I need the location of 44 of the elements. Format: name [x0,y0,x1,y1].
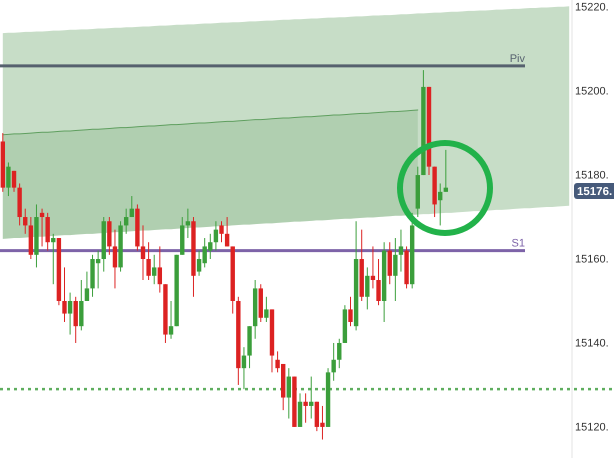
candlestick [168,300,174,340]
candlestick [286,368,292,420]
candlestick [398,229,404,272]
candlestick [224,216,230,247]
candlestick [68,292,72,336]
candlestick [219,220,224,243]
candlestick [376,258,381,306]
line-series [2,109,418,136]
candlestick [62,266,67,322]
candlestick [112,229,118,289]
candlestick [393,238,398,302]
candlestick [6,162,11,197]
candlestick [370,246,376,289]
candlestick [140,224,146,281]
text: 15176. [577,186,612,198]
candlestick [152,254,156,285]
candlestick [23,208,28,234]
y-tick-label: 15140. [575,337,609,350]
candlestick [124,208,128,234]
candlestick [337,338,342,369]
candlestick [242,346,246,390]
y-tick-label: 15160. [575,254,609,266]
candlestick [365,266,370,310]
candlestick [146,242,151,281]
candlestick [331,342,336,382]
y-tick-label: 15120. [575,421,609,434]
candlestick [309,376,314,420]
candlestick [438,182,442,226]
candlestick [214,220,218,252]
ref-line-label: S1 [512,238,525,250]
candlestick [348,296,353,327]
candlestick [444,149,448,192]
candlestick [158,246,162,294]
candlestick [130,196,134,218]
ref-line-label: Piv [510,52,526,65]
candlestick [51,233,56,285]
candlestick [264,296,269,322]
y-tick-label: 15180. [575,170,609,182]
candlestick [84,271,90,302]
candlestick [40,208,44,247]
y-tick-label: 15200. [575,86,609,98]
y-tick-label: 15220. [575,2,609,14]
candlestick [186,208,190,239]
candlestick [303,392,308,424]
